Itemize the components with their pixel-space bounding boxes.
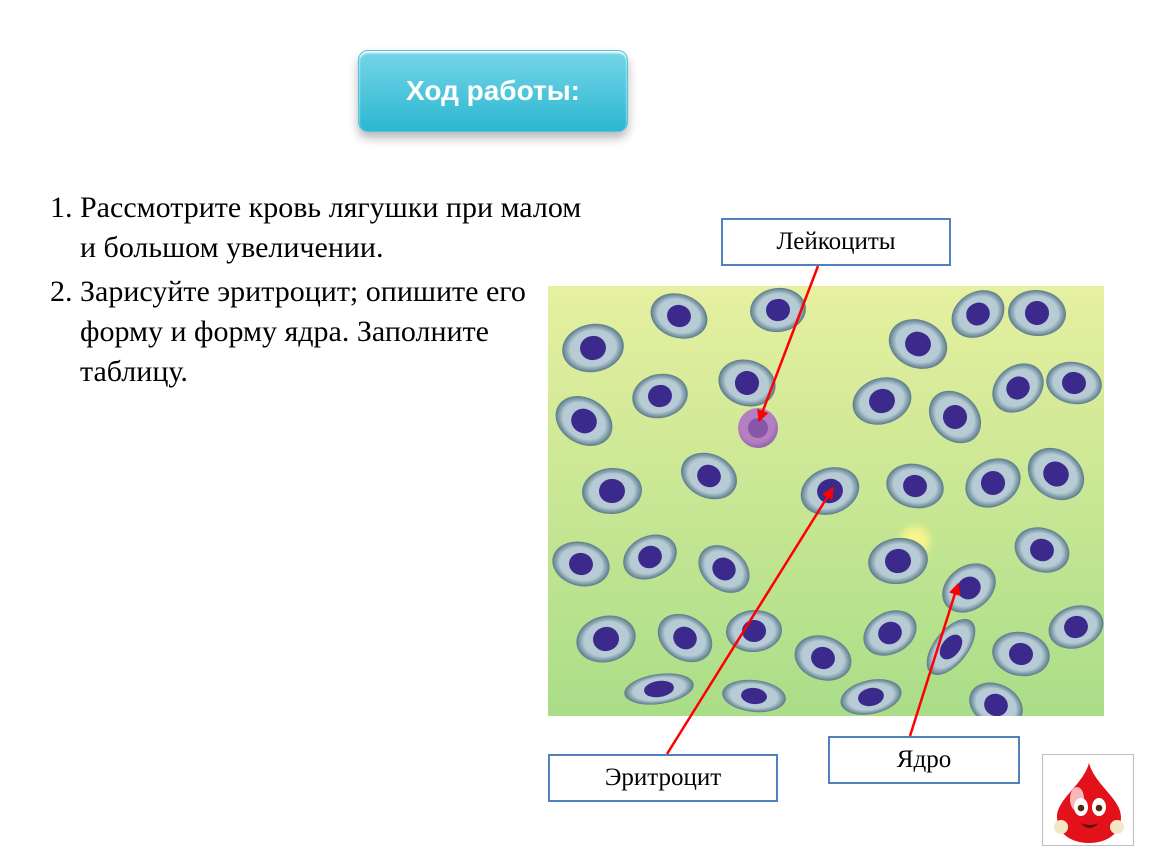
label-nucleus: Ядро (828, 736, 1020, 784)
blood-drop-mascot-icon (1042, 754, 1134, 846)
micrograph-image (548, 286, 1104, 716)
step-item: Зарисуйте эритроцит; опишите его форму и… (80, 272, 590, 392)
steps-list: Рассмотрите кровь лягушки при малом и бо… (22, 188, 590, 396)
label-leukocytes: Лейкоциты (721, 218, 951, 266)
label-nucleus-text: Ядро (897, 746, 951, 774)
title-text: Ход работы: (406, 75, 580, 107)
step-item: Рассмотрите кровь лягушки при малом и бо… (80, 188, 590, 268)
label-erythrocyte: Эритроцит (548, 754, 778, 802)
label-leukocytes-text: Лейкоциты (776, 228, 895, 256)
slide: Ход работы: Рассмотрите кровь лягушки пр… (0, 0, 1150, 864)
title-badge: Ход работы: (358, 50, 628, 132)
label-erythrocyte-text: Эритроцит (605, 764, 721, 792)
